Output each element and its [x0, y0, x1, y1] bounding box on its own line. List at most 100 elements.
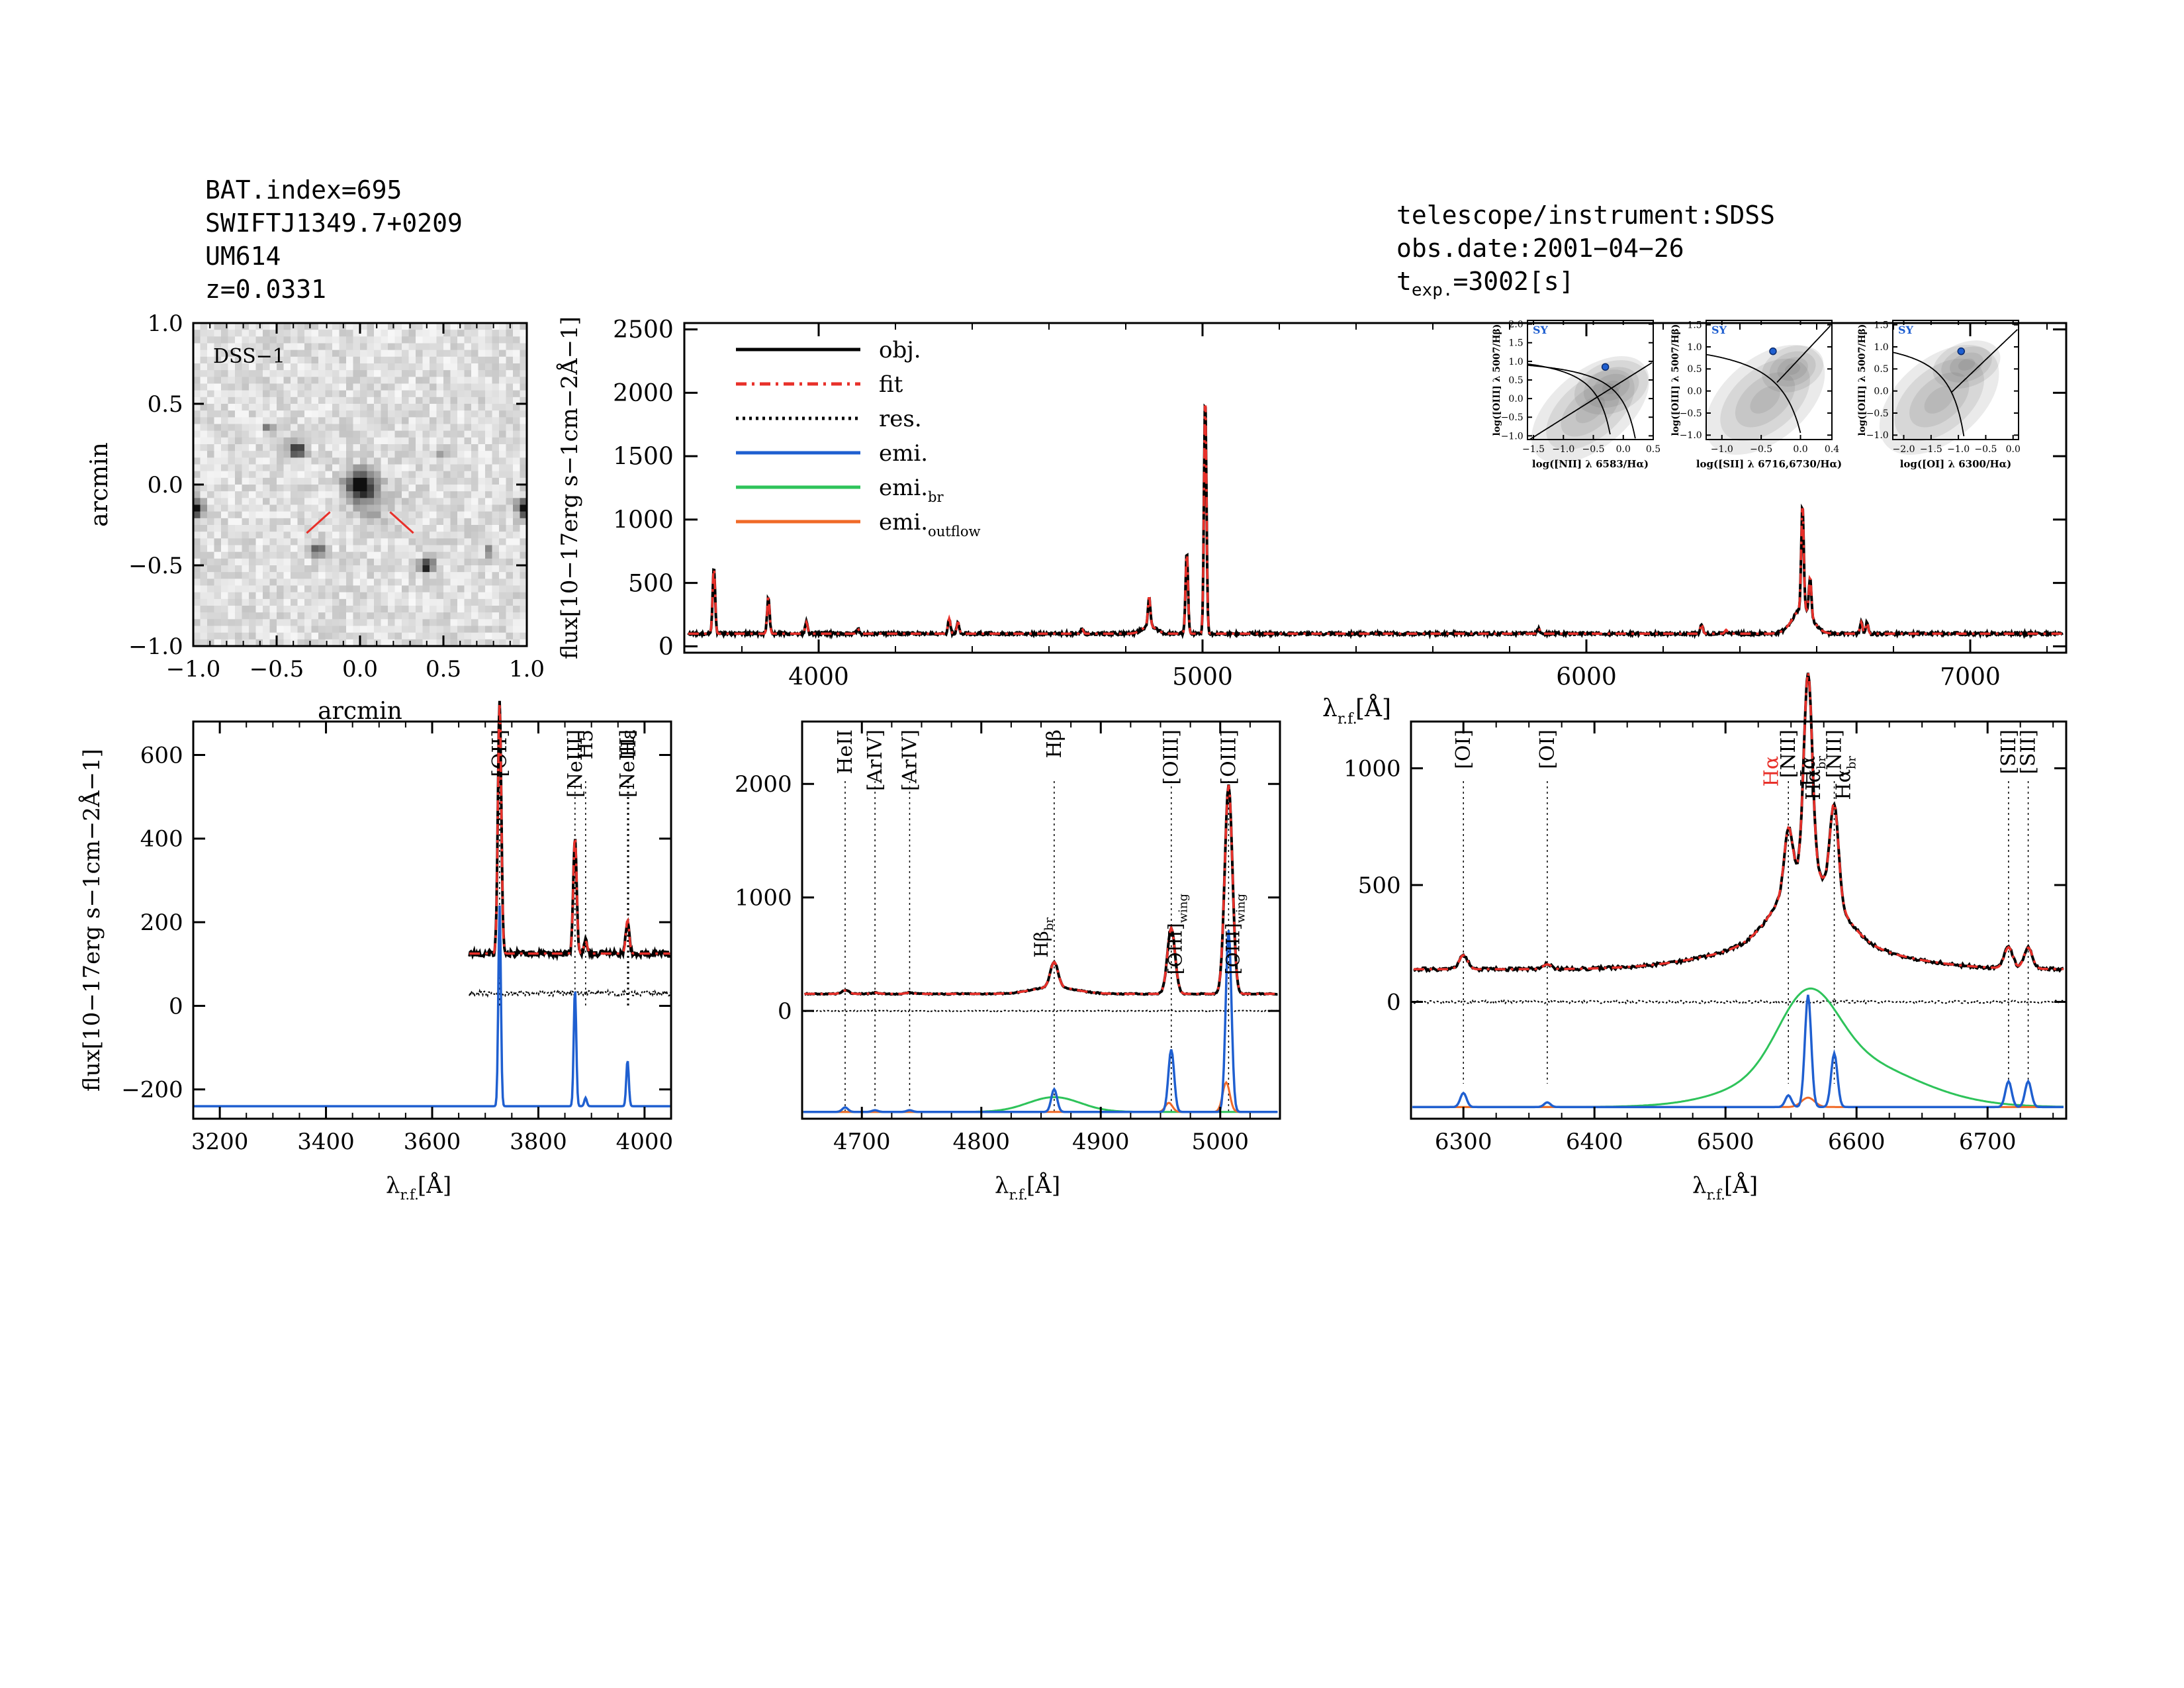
image-pixel	[214, 639, 222, 647]
image-pixel	[221, 424, 229, 432]
image-pixel	[291, 565, 298, 573]
image-pixel	[520, 336, 527, 344]
image-pixel	[193, 336, 201, 344]
image-pixel	[332, 410, 340, 418]
image-pixel	[255, 417, 263, 425]
image-pixel	[353, 377, 361, 385]
image-pixel	[311, 390, 319, 398]
image-pixel	[311, 639, 319, 647]
image-pixel	[207, 565, 215, 573]
image-pixel	[325, 356, 333, 364]
image-pixel	[235, 350, 243, 357]
image-pixel	[283, 323, 291, 330]
image-pixel	[478, 404, 486, 411]
image-pixel	[416, 343, 424, 351]
image-pixel	[291, 572, 298, 579]
image-pixel	[346, 525, 354, 532]
image-pixel	[492, 572, 500, 579]
image-pixel	[214, 491, 222, 498]
image-pixel	[242, 498, 250, 506]
y-tick-label: −200	[121, 1077, 183, 1103]
image-pixel	[520, 551, 527, 559]
image-pixel	[394, 437, 402, 445]
image-pixel	[249, 444, 257, 451]
image-pixel	[346, 612, 354, 620]
image-pixel	[346, 498, 354, 506]
image-pixel	[499, 377, 507, 385]
image-pixel	[360, 572, 368, 579]
image-pixel	[485, 363, 493, 371]
image-pixel	[221, 511, 229, 519]
image-pixel	[277, 457, 285, 465]
y-tick-label: 0.0	[1874, 387, 1888, 397]
image-pixel	[499, 464, 507, 472]
image-pixel	[457, 363, 465, 371]
density-contour	[1879, 344, 1999, 455]
image-pixel	[353, 464, 361, 472]
image-pixel	[235, 390, 243, 398]
image-pixel	[416, 619, 424, 627]
image-pixel	[297, 323, 305, 330]
image-pixel	[471, 538, 479, 546]
image-pixel	[339, 383, 347, 391]
image-pixel	[242, 451, 250, 458]
image-pixel	[291, 491, 298, 498]
image-pixel	[339, 592, 347, 600]
image-pixel	[430, 383, 437, 391]
image-pixel	[478, 532, 486, 539]
image-pixel	[263, 363, 271, 371]
legend-label-obj: obj.	[879, 337, 921, 363]
image-pixel	[353, 606, 361, 613]
image-pixel	[311, 565, 319, 573]
image-pixel	[283, 356, 291, 364]
image-pixel	[325, 383, 333, 391]
image-pixel	[430, 558, 437, 566]
image-pixel	[457, 538, 465, 546]
image-pixel	[277, 330, 285, 337]
dss-image-panel: DSS−1−1.0 −0.5 0.0 0.5 1.01.00.50.0−0.5−1.0a…	[86, 310, 545, 725]
image-pixel	[221, 572, 229, 579]
image-pixel	[297, 437, 305, 445]
image-pixel	[318, 424, 326, 432]
image-pixel	[478, 491, 486, 498]
image-pixel	[408, 437, 416, 445]
image-pixel	[297, 404, 305, 411]
image-pixel	[422, 606, 430, 613]
image-pixel	[263, 451, 271, 458]
image-pixel	[422, 525, 430, 532]
image-pixel	[318, 464, 326, 472]
image-pixel	[277, 565, 285, 573]
image-pixel	[381, 343, 388, 351]
image-pixel	[291, 390, 298, 398]
y-tick-label: 1500	[613, 444, 674, 471]
image-pixel	[235, 397, 243, 404]
image-pixel	[255, 579, 263, 586]
line-label: [SII]	[2017, 729, 2040, 774]
image-pixel	[291, 592, 298, 600]
image-pixel	[255, 565, 263, 573]
image-pixel	[283, 370, 291, 377]
image-pixel	[436, 323, 444, 330]
y-tick-label: 0.0	[1687, 387, 1702, 397]
image-pixel	[388, 525, 396, 532]
image-pixel	[304, 404, 312, 411]
image-pixel	[283, 498, 291, 506]
image-pixel	[269, 504, 277, 512]
image-pixel	[339, 598, 347, 606]
image-pixel	[200, 598, 208, 606]
image-pixel	[214, 370, 222, 377]
image-pixel	[353, 619, 361, 627]
image-pixel	[367, 612, 375, 620]
image-pixel	[207, 417, 215, 425]
image-pixel	[207, 579, 215, 586]
image-pixel	[374, 404, 382, 411]
image-pixel	[249, 538, 257, 546]
image-pixel	[339, 485, 347, 492]
image-pixel	[353, 592, 361, 600]
image-pixel	[221, 404, 229, 411]
image-pixel	[325, 572, 333, 579]
image-pixel	[422, 437, 430, 445]
image-pixel	[283, 410, 291, 418]
image-pixel	[485, 565, 493, 573]
image-pixel	[228, 579, 236, 586]
